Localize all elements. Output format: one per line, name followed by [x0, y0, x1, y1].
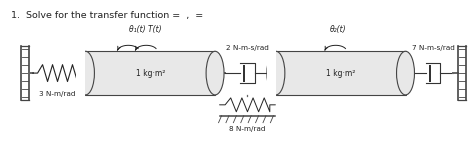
- Text: θ₂(t): θ₂(t): [329, 25, 346, 34]
- Text: 8 N-m/rad: 8 N-m/rad: [229, 126, 266, 132]
- Text: θ₁(t) T(t): θ₁(t) T(t): [129, 25, 162, 34]
- Text: 1 kg·m²: 1 kg·m²: [136, 69, 165, 78]
- Text: 2 N-m-s/rad: 2 N-m-s/rad: [226, 45, 269, 51]
- Ellipse shape: [267, 51, 285, 95]
- Text: 7 N-m-s/rad: 7 N-m-s/rad: [412, 45, 455, 51]
- Text: 1 kg·m²: 1 kg·m²: [326, 69, 356, 78]
- Bar: [276, 51, 405, 95]
- Bar: [267, 50, 276, 96]
- Text: 1.  Solve for the transfer function =  ,  =: 1. Solve for the transfer function = , =: [11, 11, 203, 20]
- Ellipse shape: [76, 51, 94, 95]
- Ellipse shape: [397, 51, 414, 95]
- Text: 3 N-m/rad: 3 N-m/rad: [39, 91, 76, 97]
- Bar: [85, 51, 215, 95]
- Bar: [76, 50, 85, 96]
- Ellipse shape: [206, 51, 224, 95]
